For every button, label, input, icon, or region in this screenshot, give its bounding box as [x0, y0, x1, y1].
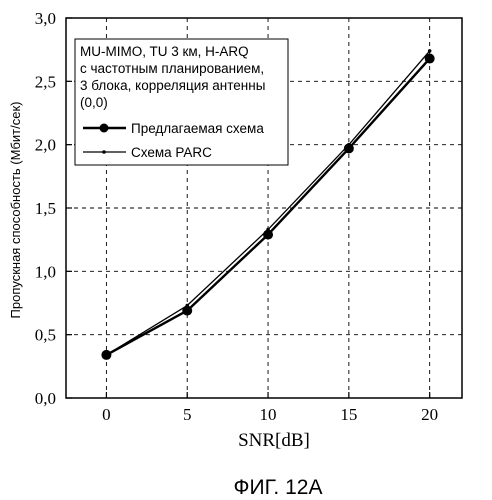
- legend-label-proposed: Предлагаемая схема: [131, 121, 264, 136]
- y-tick-label-0: 0,0: [35, 389, 56, 408]
- legend-header-line-4: (0,0): [80, 95, 108, 110]
- y-tick-label-5: 2,5: [35, 72, 56, 91]
- y-tick-label-3: 1,5: [35, 199, 56, 218]
- legend-header-line-1: MU-MIMO, TU 3 км, H-ARQ: [80, 44, 249, 59]
- y-tick-label-1: 0,5: [35, 326, 56, 345]
- x-tick-label-0: 0: [102, 405, 111, 424]
- y-tick-label-4: 2,0: [35, 136, 56, 155]
- x-tick-label-4: 20: [421, 405, 438, 424]
- legend: MU-MIMO, TU 3 км, H-ARQ с частотным план…: [75, 39, 288, 165]
- series-1-point-2: [266, 228, 270, 232]
- x-axis-title: SNR[dB]: [238, 430, 310, 451]
- y-axis-title: Пропускная способность (Мбит/сек): [8, 102, 23, 319]
- x-tick-label-3: 15: [340, 405, 357, 424]
- legend-marker-proposed: [100, 124, 109, 133]
- series-1-point-0: [105, 353, 109, 357]
- x-tick-label-1: 5: [183, 405, 192, 424]
- series-1-point-1: [185, 304, 189, 308]
- legend-marker-parc: [102, 150, 106, 154]
- legend-label-parc: Схема PARC: [131, 145, 212, 160]
- series-1-point-3: [347, 143, 351, 147]
- y-tick-label-2: 1,0: [35, 262, 56, 281]
- legend-header-line-3: 3 блока, корреляция антенны: [80, 78, 265, 93]
- x-axis-ticks: 0 5 10 15 20: [102, 392, 438, 424]
- x-tick-label-2: 10: [260, 405, 277, 424]
- y-tick-label-6: 3,0: [35, 9, 56, 28]
- legend-header-line-2: с частотным планированием,: [80, 61, 264, 76]
- series-1-point-4: [428, 49, 432, 53]
- figure-caption: ФИГ. 12А: [234, 476, 323, 499]
